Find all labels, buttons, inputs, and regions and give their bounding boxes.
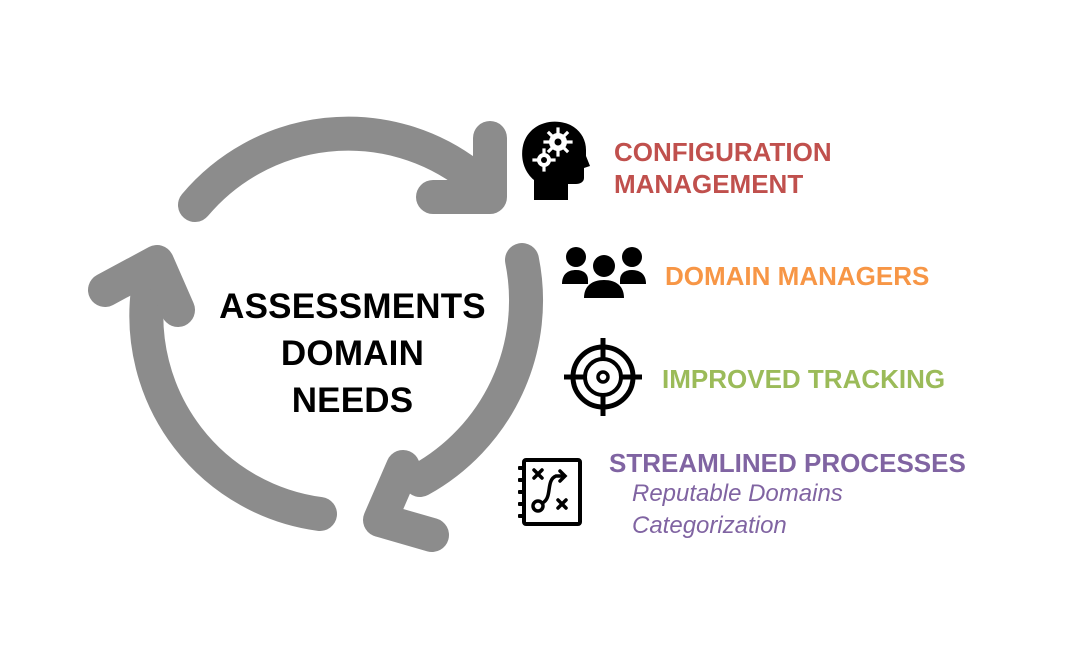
cycle-arrowhead-top	[416, 121, 507, 214]
center-line-2: DOMAIN	[280, 334, 425, 373]
head-gears-icon	[522, 121, 590, 200]
subitem-categorization: Categorization	[632, 512, 787, 539]
item-config-line-2: MANAGEMENT	[614, 169, 804, 199]
cycle-arrow-top	[178, 116, 487, 222]
cycle-arrowhead-right	[363, 450, 449, 552]
subitem-reputable-domains: Reputable Domains	[632, 480, 843, 507]
crosshair-target-icon	[564, 338, 642, 416]
item-config-label: CONFIGURATION MANAGEMENT	[614, 136, 832, 200]
group-people-icon	[562, 247, 646, 298]
cycle-arrowhead-left	[88, 245, 195, 327]
cycle-arrow-right	[403, 243, 543, 497]
item-streamlined-label: STREAMLINED PROCESSES	[609, 448, 966, 478]
center-line-1: ASSESSMENTS	[219, 287, 486, 326]
center-line-3: NEEDS	[291, 381, 414, 420]
item-domain-managers-label: DOMAIN MANAGERS	[665, 261, 930, 291]
item-improved-tracking-label: IMPROVED TRACKING	[662, 364, 946, 394]
cycle-arrow-left	[129, 273, 337, 531]
item-config-line-1: CONFIGURATION	[614, 137, 832, 167]
center-title: ASSESSMENTS DOMAIN NEEDS	[200, 283, 505, 424]
strategy-plan-icon	[518, 458, 582, 526]
